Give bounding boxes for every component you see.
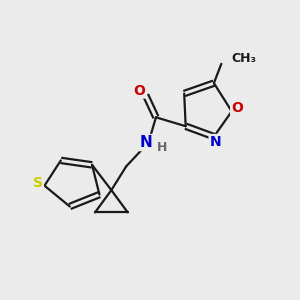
Text: H: H (157, 140, 167, 154)
Text: N: N (210, 135, 221, 149)
Text: CH₃: CH₃ (232, 52, 257, 65)
Text: N: N (140, 135, 152, 150)
Text: O: O (231, 101, 243, 116)
Text: S: S (33, 176, 43, 190)
Text: O: O (134, 84, 146, 98)
